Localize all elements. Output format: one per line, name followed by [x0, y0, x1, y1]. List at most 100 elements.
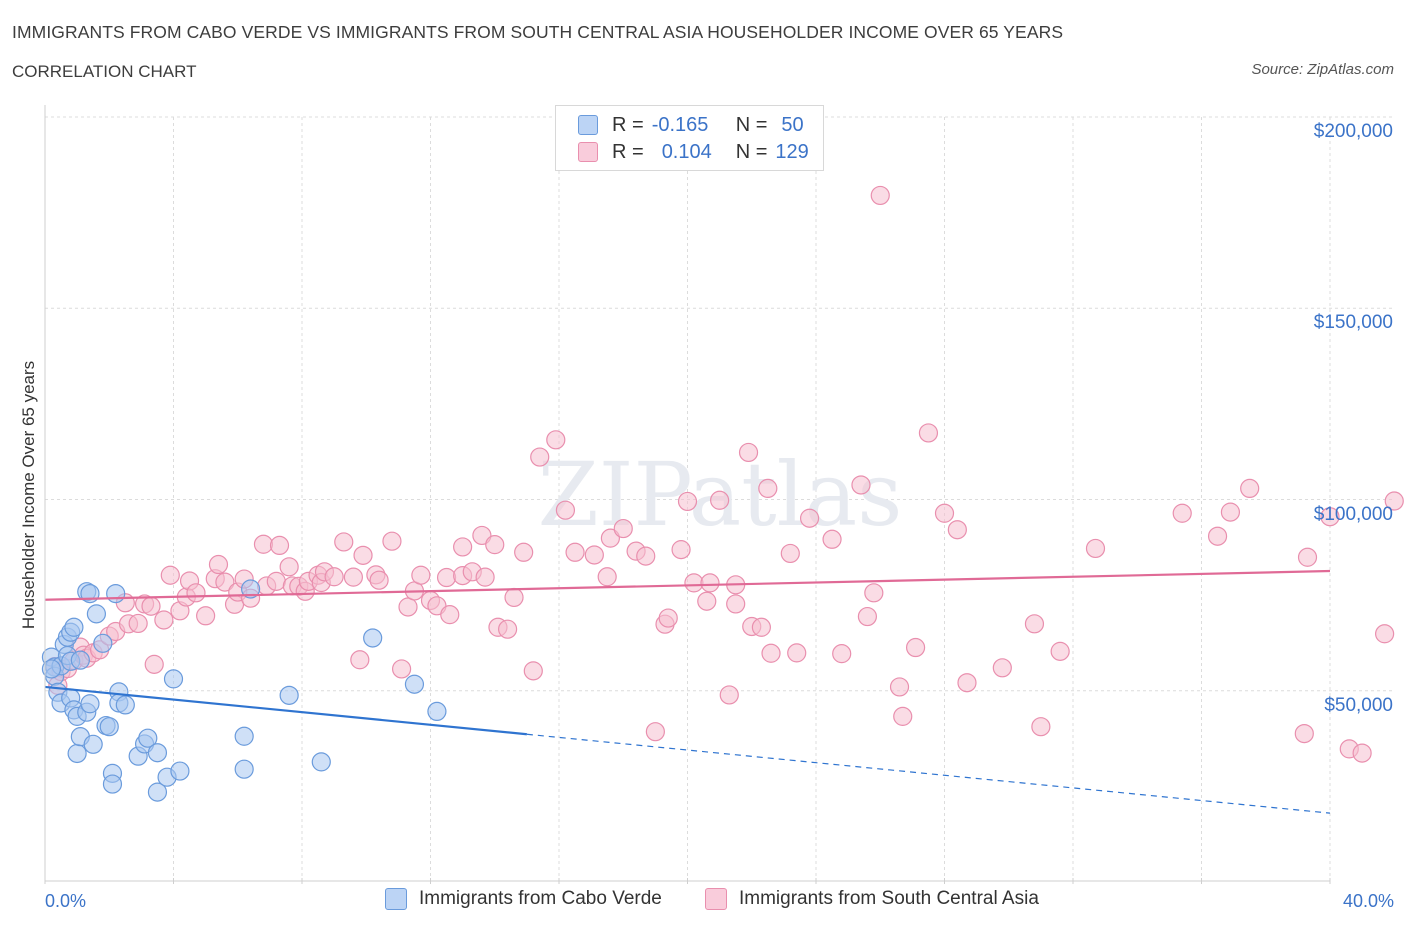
- axis-layer: [44, 105, 1331, 884]
- south-central-asia-point: [719, 685, 739, 705]
- south-central-asia-point: [710, 490, 730, 510]
- south-central-asia-point: [697, 591, 717, 611]
- south-central-asia-point: [934, 503, 955, 523]
- south-central-asia-point: [279, 557, 299, 577]
- south-central-asia-point: [475, 567, 495, 587]
- south-central-asia-point: [128, 613, 148, 634]
- cabo-verde-point: [86, 604, 107, 624]
- n-label: N =: [735, 113, 768, 136]
- r-label: R =: [612, 113, 644, 136]
- south-central-asia-point: [600, 528, 621, 548]
- cabo-verde-point: [64, 617, 84, 637]
- south-central-asia-point: [1207, 526, 1228, 546]
- cabo-verde-point: [279, 685, 299, 705]
- cabo-verde-point: [427, 701, 447, 722]
- south-central-asia-point: [391, 659, 412, 679]
- cabo-verde-point: [106, 583, 126, 604]
- south-central-asia-point: [645, 722, 665, 742]
- chart-subtitle: CORRELATION CHART: [12, 62, 197, 81]
- cabo-verde-point: [234, 726, 254, 746]
- cabo-verde-point: [41, 659, 62, 679]
- south-central-asia-point: [758, 478, 778, 499]
- south-central-asia-point: [832, 644, 852, 664]
- south-central-asia-point: [893, 706, 913, 726]
- legend-row-cabo-verde: R = -0.165 N = 50: [578, 113, 804, 137]
- cabo-verde-point: [311, 752, 331, 772]
- trend-lines: [44, 569, 1331, 814]
- south-central-asia-point: [822, 529, 842, 549]
- south-central-asia-point: [514, 542, 534, 562]
- cabo-verde-point: [138, 728, 158, 748]
- y-tick-label: $150,000: [1313, 312, 1393, 334]
- south-central-asia-point: [498, 619, 518, 639]
- cabo-verde-point: [102, 774, 123, 794]
- south-central-asia-point: [636, 546, 656, 566]
- source-label: Source: ZipAtlas.com: [1251, 61, 1394, 78]
- south-central-asia-point: [1050, 641, 1070, 661]
- south-central-asia-point: [677, 491, 698, 512]
- x-tick-label-max: 40.0%: [1342, 891, 1394, 911]
- r-label: R =: [612, 140, 644, 163]
- south-central-asia-point: [369, 570, 389, 590]
- cabo-verde-point: [99, 717, 119, 737]
- cabo-verde-point: [363, 628, 383, 648]
- south-central-asia-point: [530, 447, 550, 467]
- south-central-asia-point: [334, 532, 354, 552]
- south-central-asia-point: [751, 617, 771, 637]
- south-central-asia-point: [658, 608, 678, 628]
- series-legend: Immigrants from Cabo Verde Immigrants fr…: [0, 888, 1406, 916]
- legend-row-south-central-asia: R = 0.104 N = 129: [578, 140, 809, 164]
- south-central-asia-point: [726, 594, 746, 614]
- legend-label: Immigrants from South Central Asia: [739, 888, 1039, 909]
- south-central-asia-point: [761, 643, 781, 663]
- south-central-asia-point: [1220, 502, 1241, 522]
- south-central-asia-point: [546, 430, 566, 450]
- cabo-verde-trend-line: [44, 685, 527, 736]
- south-central-asia-point: [613, 518, 633, 539]
- south-central-asia-point: [266, 571, 286, 591]
- south-central-asia-point: [799, 508, 820, 528]
- south-central-asia-point: [1384, 491, 1404, 511]
- south-central-asia-point: [253, 534, 274, 554]
- x-tick-label-min: 0.0%: [45, 891, 87, 911]
- n-value: 129: [775, 140, 809, 163]
- cabo-verde-point: [93, 633, 113, 653]
- south-central-asia-point: [787, 643, 807, 663]
- y-tick-label: $50,000: [1324, 694, 1393, 716]
- south-central-asia-point: [1240, 478, 1260, 499]
- y-tick-label: $200,000: [1313, 121, 1393, 142]
- legend-item-south-central-asia[interactable]: Immigrants from South Central Asia: [705, 888, 1039, 910]
- south-central-asia-point: [1085, 538, 1106, 559]
- south-central-asia-point: [851, 475, 871, 495]
- south-central-asia-point: [440, 605, 460, 625]
- south-central-asia-point: [1294, 723, 1314, 744]
- south-central-asia-point: [1320, 507, 1340, 527]
- cabo-verde-point: [170, 761, 190, 781]
- south-central-asia-point: [555, 500, 576, 520]
- south-central-asia-point: [1024, 614, 1045, 634]
- south-central-asia-point: [398, 597, 418, 617]
- south-central-asia-point: [196, 606, 216, 626]
- cabo-verde-point: [234, 759, 254, 779]
- south-central-asia-point: [1172, 503, 1192, 523]
- south-central-asia-point: [947, 520, 967, 540]
- south-central-asia-point: [523, 661, 543, 681]
- cabo-verde-point: [163, 669, 184, 689]
- south-central-asia-point: [436, 567, 457, 588]
- south-central-asia-point: [684, 573, 704, 593]
- legend-swatch-pink: [705, 888, 727, 910]
- south-central-asia-point: [186, 583, 206, 603]
- south-central-asia-point: [1031, 717, 1051, 737]
- south-central-asia-point: [160, 565, 180, 585]
- cabo-verde-point: [115, 695, 135, 715]
- south-central-asia-point: [889, 677, 910, 697]
- cabo-verde-point: [147, 743, 168, 763]
- legend-label: Immigrants from Cabo Verde: [419, 888, 662, 909]
- south-central-asia-point: [411, 565, 431, 585]
- south-central-asia-point: [485, 535, 505, 555]
- south-central-asia-point: [350, 650, 370, 670]
- south-central-asia-point: [957, 673, 977, 693]
- cabo-verde-point: [404, 674, 425, 694]
- legend-item-cabo-verde[interactable]: Immigrants from Cabo Verde: [385, 888, 662, 910]
